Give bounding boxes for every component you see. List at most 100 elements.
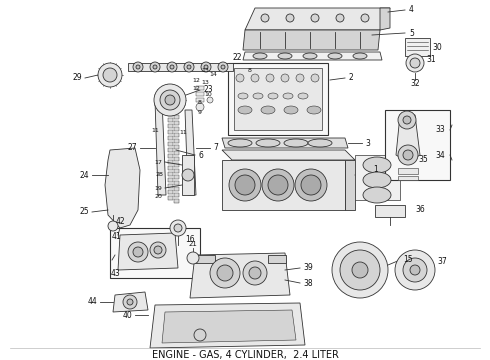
Bar [174, 109, 179, 113]
Bar [174, 139, 179, 143]
Circle shape [150, 242, 166, 258]
Bar [110, 228, 200, 278]
Polygon shape [380, 8, 390, 30]
Circle shape [182, 169, 194, 181]
Ellipse shape [301, 175, 321, 195]
Text: 30: 30 [432, 42, 442, 51]
Text: 36: 36 [415, 206, 425, 215]
Ellipse shape [328, 53, 342, 59]
Text: 11: 11 [179, 130, 187, 135]
Circle shape [170, 65, 174, 69]
Polygon shape [222, 160, 345, 210]
Text: 40: 40 [122, 310, 132, 320]
Polygon shape [155, 100, 166, 195]
Text: 32: 32 [410, 78, 420, 87]
Ellipse shape [298, 93, 308, 99]
Ellipse shape [283, 93, 293, 99]
Bar [168, 118, 173, 122]
Circle shape [153, 65, 157, 69]
Bar [168, 112, 173, 116]
Text: 21: 21 [189, 241, 197, 247]
Text: 42: 42 [115, 217, 125, 226]
Circle shape [410, 58, 420, 68]
Text: 1: 1 [373, 166, 378, 175]
Circle shape [108, 221, 118, 231]
Ellipse shape [307, 106, 321, 114]
Ellipse shape [268, 93, 278, 99]
Bar [174, 163, 179, 167]
Ellipse shape [278, 53, 292, 59]
Text: 41: 41 [112, 232, 122, 241]
Ellipse shape [256, 139, 280, 147]
Bar [196, 86, 204, 90]
Text: 8: 8 [198, 100, 202, 105]
Circle shape [133, 62, 143, 72]
Circle shape [136, 65, 140, 69]
Text: 6: 6 [198, 150, 203, 159]
Bar [174, 181, 179, 185]
Ellipse shape [268, 175, 288, 195]
Bar [174, 121, 179, 125]
Circle shape [403, 258, 427, 282]
Circle shape [98, 63, 122, 87]
Polygon shape [222, 150, 355, 160]
Circle shape [204, 65, 208, 69]
Circle shape [398, 111, 416, 129]
Circle shape [395, 250, 435, 290]
Text: 13: 13 [201, 80, 209, 85]
Bar [168, 124, 173, 128]
Polygon shape [150, 303, 305, 348]
Ellipse shape [253, 53, 267, 59]
Circle shape [194, 329, 206, 341]
Bar [174, 133, 179, 137]
Ellipse shape [284, 106, 298, 114]
Text: 27: 27 [127, 144, 137, 153]
Bar [375, 205, 405, 217]
Circle shape [210, 258, 240, 288]
Circle shape [201, 62, 211, 72]
Circle shape [332, 242, 388, 298]
Text: 28: 28 [155, 172, 163, 177]
Bar [168, 196, 173, 200]
Bar [174, 103, 179, 107]
Text: 11: 11 [151, 127, 159, 132]
Bar [228, 63, 328, 135]
Text: 37: 37 [437, 257, 447, 266]
Polygon shape [105, 148, 140, 228]
Ellipse shape [262, 169, 294, 201]
Text: 20: 20 [154, 194, 162, 198]
Circle shape [103, 68, 117, 82]
Text: 44: 44 [87, 297, 97, 306]
Circle shape [127, 299, 133, 305]
Bar [168, 154, 173, 158]
Circle shape [167, 62, 177, 72]
Circle shape [403, 150, 413, 160]
Circle shape [296, 74, 304, 82]
Circle shape [336, 14, 344, 22]
Bar [174, 127, 179, 131]
Polygon shape [222, 138, 348, 148]
Text: 31: 31 [426, 55, 436, 64]
Bar [168, 178, 173, 182]
Polygon shape [162, 310, 296, 343]
Text: 8: 8 [248, 68, 252, 73]
Circle shape [221, 65, 225, 69]
Ellipse shape [238, 106, 252, 114]
Circle shape [251, 74, 259, 82]
Polygon shape [190, 253, 290, 298]
Text: 25: 25 [79, 207, 89, 216]
Text: 4: 4 [409, 5, 414, 14]
Ellipse shape [295, 169, 327, 201]
Circle shape [406, 54, 424, 72]
Text: 38: 38 [303, 279, 313, 288]
Text: 33: 33 [435, 126, 445, 135]
Polygon shape [355, 155, 400, 200]
Bar [385, 110, 450, 180]
Text: 3: 3 [365, 139, 370, 148]
Text: 17: 17 [154, 159, 162, 165]
Ellipse shape [303, 53, 317, 59]
Circle shape [281, 74, 289, 82]
Bar [234, 68, 322, 130]
Text: 15: 15 [403, 256, 413, 265]
Bar [168, 100, 173, 104]
